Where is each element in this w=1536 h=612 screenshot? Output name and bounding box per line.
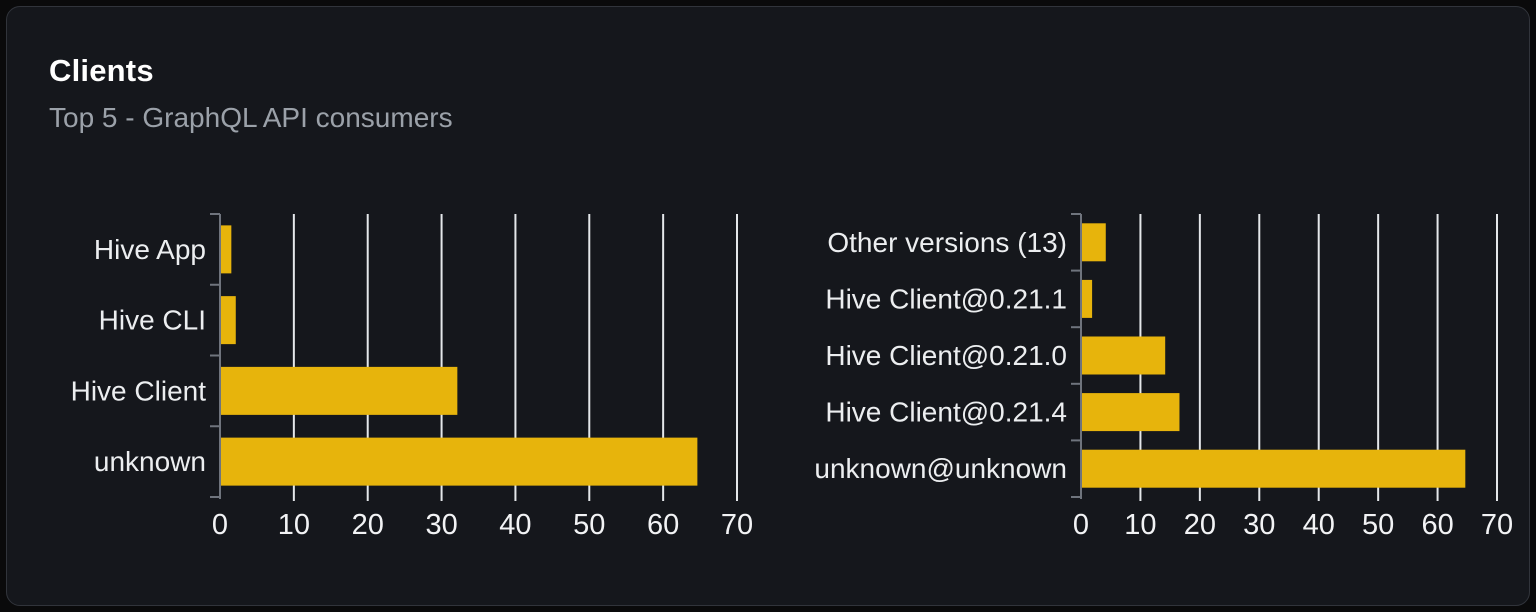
x-tick-label-50: 50 (1362, 509, 1394, 541)
x-tick-label-60: 60 (647, 509, 679, 541)
x-tick-label-30: 30 (425, 509, 457, 541)
category-label-other-versions-13: Other versions (13) (827, 227, 1067, 258)
x-tick-label-70: 70 (1481, 509, 1513, 541)
card-subtitle: Top 5 - GraphQL API consumers (49, 102, 453, 133)
x-tick-label-50: 50 (573, 509, 605, 541)
bar-hive-client[interactable] (221, 366, 458, 415)
clients-by-version-chart: Other versions (13) Hive Client@0.21.1 Hiv… (814, 213, 1513, 541)
x-tick-label-70: 70 (721, 509, 753, 541)
x-tick-label-20: 20 (352, 509, 384, 541)
category-label-unknown: unknown (94, 446, 206, 477)
x-tick-label-40: 40 (499, 509, 531, 541)
x-tick-label-60: 60 (1421, 509, 1453, 541)
bar-unknown[interactable] (221, 437, 698, 486)
bar-unknown-unknown[interactable] (1082, 449, 1466, 488)
bar-hive-app[interactable] (221, 225, 232, 274)
x-tick-label-40: 40 (1303, 509, 1335, 541)
bar-hive-client-0-21-0[interactable] (1082, 336, 1166, 375)
x-tick-label-10: 10 (1124, 509, 1156, 541)
x-tick-label-0: 0 (1073, 509, 1089, 541)
clients-card: Clients Top 5 - GraphQL API consumers Hi… (6, 6, 1530, 606)
category-label-hive-client-0-21-4: Hive Client@0.21.4 (825, 397, 1067, 428)
category-label-hive-client-0-21-0: Hive Client@0.21.0 (825, 340, 1067, 371)
category-label-hive-cli: Hive CLI (99, 305, 206, 336)
category-label-hive-client-0-21-1: Hive Client@0.21.1 (825, 283, 1067, 314)
x-tick-label-20: 20 (1184, 509, 1216, 541)
x-tick-label-30: 30 (1243, 509, 1275, 541)
bar-hive-client-0-21-1[interactable] (1082, 279, 1093, 318)
x-tick-label-0: 0 (212, 509, 228, 541)
bar-hive-cli[interactable] (221, 296, 236, 345)
clients-by-name-chart: Hive App Hive CLI Hive Client unknown 0 10 20 3… (71, 213, 753, 541)
category-label-hive-client: Hive Client (71, 375, 207, 406)
category-label-unknown-unknown: unknown@unknown (814, 453, 1067, 484)
card-title: Clients (49, 53, 154, 88)
x-tick-label-10: 10 (278, 509, 310, 541)
category-label-hive-app: Hive App (94, 234, 206, 265)
bar-hive-client-0-21-4[interactable] (1082, 393, 1180, 432)
bar-other-versions-13[interactable] (1082, 223, 1106, 262)
